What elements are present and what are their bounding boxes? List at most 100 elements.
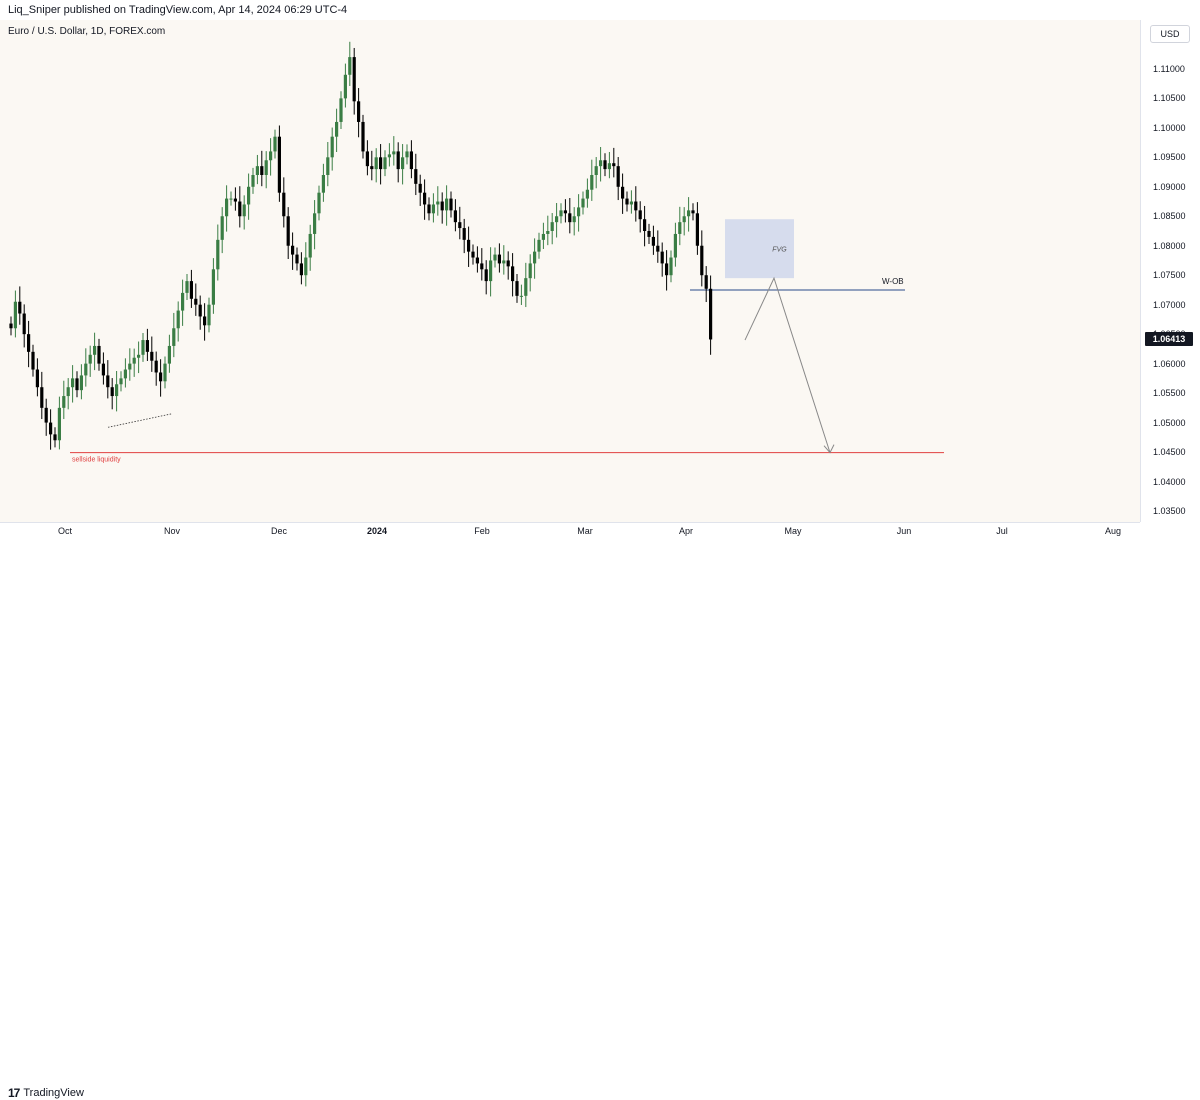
candle-body [185,281,189,293]
candle-body [660,251,664,264]
candle-body [449,198,453,211]
candle-body [528,263,532,279]
candle-body [291,245,295,255]
candle-body [317,192,321,214]
candle-body [137,354,141,358]
candle-body [211,269,215,305]
sellside-liquidity-label: sellside liquidity [72,457,121,464]
candle-body [216,239,220,270]
candle-body [511,266,515,282]
candle-body [590,175,594,190]
candle-body [396,151,400,170]
chart-plot-area[interactable]: FVG sellside liquidity W-OB [0,20,1140,522]
candle-body [97,345,101,364]
candle-body [343,74,347,99]
candle-body [581,198,585,208]
candle-body [405,151,409,158]
candle-body [154,360,158,373]
candle-body [533,251,537,264]
candle-body [383,157,387,170]
swing-dotted-line [107,413,173,428]
candlestick-chart[interactable]: FVG sellside liquidity W-OB [0,20,1140,522]
candle-body [453,210,457,223]
candle-body [621,186,625,199]
candle-body [673,233,677,258]
price-tick-label: 1.07000 [1153,299,1186,310]
candle-body [493,254,497,261]
time-axis[interactable] [0,522,1140,541]
price-tick-label: 1.10500 [1153,93,1186,104]
candle-body [75,378,79,391]
candle-body [585,189,589,199]
candle-body [172,328,176,346]
candle-body [57,407,61,441]
candle-body [282,192,286,217]
price-tick-label: 1.04000 [1153,476,1186,487]
candle-body [682,216,686,223]
time-tick-label: Aug [1104,526,1122,536]
price-tick-label: 1.08500 [1153,211,1186,222]
price-tick-label: 1.04500 [1153,447,1186,458]
candle-body [163,363,167,382]
candle-body [128,363,132,370]
candle-body [145,340,149,352]
candle-body [220,216,224,240]
last-price-label: 1.06413 [1145,332,1193,347]
tradingview-logo[interactable]: 17 TradingView [8,1086,84,1100]
candle-body [260,166,264,175]
candle-body [123,369,127,379]
fvg-label: FVG [772,247,787,254]
price-tick-label: 1.08000 [1153,240,1186,251]
candle-body [515,281,519,296]
tradingview-logo-text: TradingView [23,1087,84,1099]
symbol-title: Euro / U.S. Dollar, 1D, FOREX.com [8,26,166,37]
candle-body [207,304,211,326]
candle-body [203,316,207,326]
time-tick-label: Jul [996,526,1008,536]
candle-body [62,396,66,408]
price-axis[interactable] [1140,20,1200,522]
time-tick-label: May [784,526,802,536]
candle-body [304,257,308,276]
candle-body [286,216,290,246]
candle-body [634,201,638,211]
time-tick-label: Feb [474,526,490,536]
candle-body [159,372,163,382]
candle-body [502,260,506,264]
candle-body [467,239,471,252]
time-tick-label: Dec [270,526,288,536]
candle-body [115,384,119,397]
price-tick-label: 1.06000 [1153,358,1186,369]
candle-body [409,151,413,170]
candle-body [387,154,391,158]
candle-body [607,163,611,170]
candle-body [35,369,39,388]
candle-body [198,304,202,317]
candle-body [119,378,123,385]
candle-body [365,151,369,167]
time-tick-label: 2024 [366,526,388,536]
candle-body [295,254,299,264]
candle-body [431,204,435,214]
candle-body [379,157,383,170]
candle-body [656,245,660,252]
price-tick-label: 1.05500 [1153,388,1186,399]
candle-body [599,160,603,167]
candle-body [269,151,273,161]
candle-body [440,201,444,211]
candle-body [84,363,88,376]
tradingview-logo-icon: 17 [8,1086,20,1100]
candle-body [93,345,97,355]
candle-body [687,210,691,217]
candle-body [233,198,237,202]
candle-body [665,263,669,276]
candle-body [568,213,572,223]
candle-body [458,222,462,229]
candle-body [436,201,440,205]
candle-body [79,375,83,391]
currency-button[interactable]: USD [1150,25,1190,43]
candle-body [555,216,559,223]
candle-body [326,157,330,175]
candle-body [321,175,325,193]
candle-body [22,313,26,335]
